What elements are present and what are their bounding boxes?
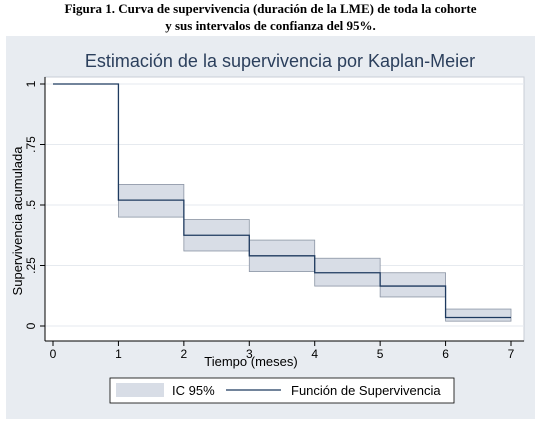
y-tick-label: .75 (24, 136, 38, 153)
x-tick-label: 4 (311, 347, 318, 361)
x-tick-label: 2 (181, 347, 188, 361)
kaplan-meier-chart: Estimación de la supervivencia por Kapla… (10, 51, 525, 404)
legend-ci-swatch (116, 383, 164, 397)
legend-box (109, 377, 455, 404)
y-tick-label: 1 (24, 80, 38, 87)
figure-caption-line-2: y sus intervalos de confianza del 95%. (165, 18, 376, 33)
chart-title: Estimación de la supervivencia por Kapla… (85, 51, 475, 71)
axes: 0 1 2 3 4 5 6 7 0 .25 .5 .75 1 (24, 77, 524, 361)
ci-band-segment (445, 308, 512, 322)
survival-line (53, 83, 511, 319)
x-tick-label: 7 (508, 347, 515, 361)
x-tick-label: 5 (377, 347, 384, 361)
x-tick-label: 6 (442, 347, 449, 361)
y-tick-label: .25 (24, 257, 38, 274)
x-tick-label: 1 (115, 347, 122, 361)
plot-area (44, 76, 525, 342)
legend-line-label: Función de Supervivencia (291, 383, 441, 398)
legend: IC 95% Función de Supervivencia (109, 377, 455, 404)
ci-band-segment (379, 272, 446, 298)
chart-panel: Estimación de la supervivencia por Kapla… (6, 36, 535, 419)
y-tick-label: 0 (24, 322, 38, 329)
x-axis-label: Tiempo (meses) (204, 354, 297, 369)
x-tick-label: 3 (246, 347, 253, 361)
figure-caption: Figura 1. Curva de supervivencia (duraci… (0, 0, 541, 34)
survival-step-line (53, 83, 511, 319)
y-tick-label: .5 (24, 200, 38, 210)
legend-ci-label: IC 95% (172, 383, 215, 398)
x-tick-label: 0 (50, 347, 57, 361)
figure-caption-line-1: Figura 1. Curva de supervivencia (duraci… (64, 1, 477, 16)
y-axis-label: Supervivencia acumulada (10, 146, 25, 296)
